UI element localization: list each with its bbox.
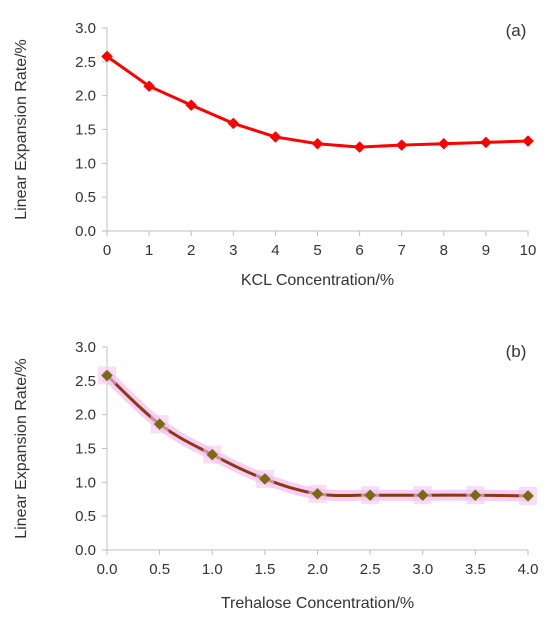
data-point-marker <box>395 139 408 151</box>
x-tick-label: 0.5 <box>149 561 170 578</box>
y-tick-label: 1.5 <box>75 122 96 139</box>
data-point-marker <box>269 131 282 143</box>
data-point-marker <box>353 141 366 153</box>
data-point-marker <box>311 487 324 500</box>
x-tick-label: 1 <box>145 242 153 259</box>
x-tick-label: 1.0 <box>202 561 223 578</box>
data-point-marker <box>364 489 376 502</box>
data-point-marker <box>185 99 198 111</box>
x-tick-label: 0.0 <box>97 561 118 578</box>
data-point-marker <box>437 137 450 150</box>
data-point-marker <box>522 490 534 502</box>
data-point-marker <box>311 137 324 150</box>
x-tick-label: 0 <box>103 242 111 259</box>
data-point-marker <box>259 473 271 485</box>
y-axis-title: Linear Expansion Rate/% <box>13 358 30 539</box>
chart-panel-a: 0 1 2 3 4 5 6 7 8 9 10 0.0 0.5 1.0 1.5 2.0 2.5 3.0 KCL Con… <box>13 20 536 289</box>
x-tick-label: 5 <box>313 242 321 259</box>
panel-label: (b) <box>506 342 527 361</box>
y-axis-title: Linear Expansion Rate/% <box>13 39 30 220</box>
data-point-marker <box>480 136 492 149</box>
x-tick-label: 4 <box>271 242 279 259</box>
x-tick-label: 3 <box>229 242 237 259</box>
y-tick-label: 0.5 <box>75 189 96 206</box>
x-tick-label: 2.5 <box>360 561 381 578</box>
y-tick-label: 3.0 <box>75 20 96 37</box>
x-tick-label: 2.0 <box>307 561 328 578</box>
chart-panel-b: 0.0 0.5 1.0 1.5 2.0 2.5 3.0 3.5 4.0 0.0 0.5 1.0 1.5 2… <box>13 339 538 612</box>
y-tick-label: 0.0 <box>75 542 96 559</box>
series-line-glow <box>101 369 534 502</box>
y-tick-label: 2.5 <box>75 373 96 390</box>
x-tick-label: 3.5 <box>465 561 486 578</box>
y-tick-label: 1.0 <box>75 155 96 172</box>
x-tick-label: 3.0 <box>412 561 433 578</box>
x-tick-label: 7 <box>398 242 406 259</box>
x-tick-label: 1.5 <box>254 561 275 578</box>
data-point-marker <box>153 418 166 430</box>
x-axis-title: Trehalose Concentration/% <box>221 595 414 612</box>
x-tick-label: 6 <box>355 242 363 259</box>
panel-label: (a) <box>506 21 527 40</box>
data-point-marker <box>101 369 113 382</box>
x-tick-label: 2 <box>187 242 195 259</box>
y-tick-label: 2.5 <box>75 54 96 71</box>
data-point-marker <box>522 135 534 147</box>
data-point-marker <box>469 489 482 502</box>
x-tick-label: 9 <box>482 242 490 259</box>
data-point-marker <box>206 448 219 461</box>
x-axis-title: KCL Concentration/% <box>241 272 394 289</box>
y-tick-label: 3.0 <box>75 339 96 356</box>
data-point-marker <box>143 80 155 93</box>
y-tick-label: 1.5 <box>75 441 96 458</box>
y-tick-label: 2.0 <box>75 88 96 105</box>
y-tick-label: 0.0 <box>75 223 96 240</box>
x-tick-label: 8 <box>440 242 448 259</box>
data-point-marker <box>227 117 240 130</box>
y-tick-label: 2.0 <box>75 407 96 424</box>
data-point-marker <box>101 50 113 63</box>
y-tick-label: 1.0 <box>75 474 96 491</box>
x-tick-label: 4.0 <box>518 561 539 578</box>
x-tick-label: 10 <box>520 242 537 259</box>
series-line <box>105 54 530 149</box>
data-point-marker <box>416 489 429 502</box>
y-tick-label: 0.5 <box>75 508 96 525</box>
